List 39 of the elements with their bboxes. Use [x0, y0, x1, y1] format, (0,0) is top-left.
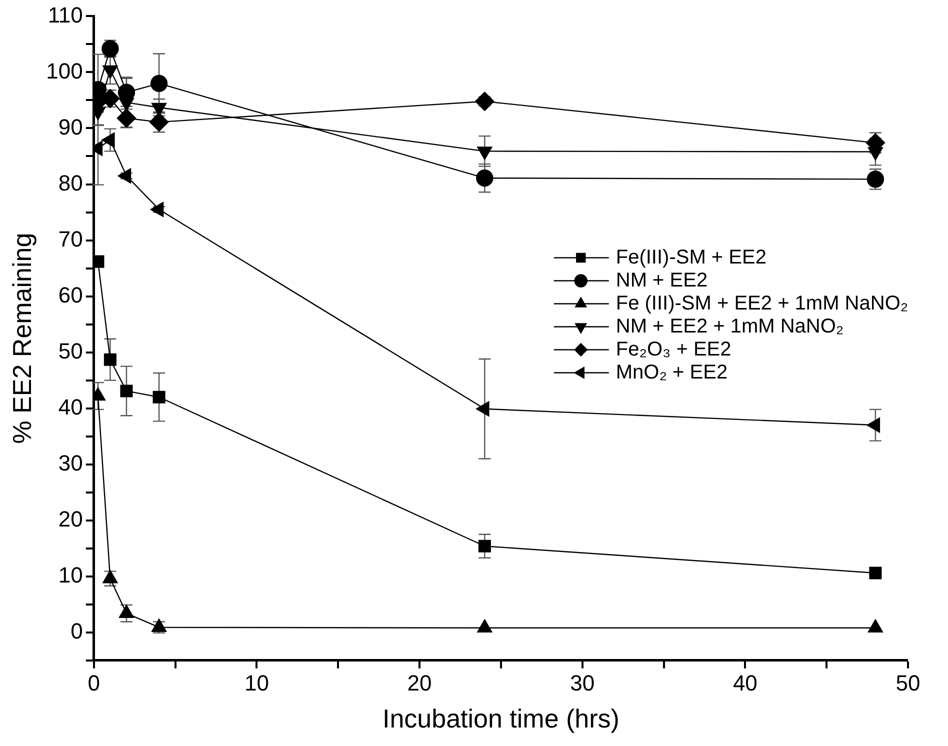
y-tick-label: 30 — [58, 450, 83, 476]
point — [477, 619, 492, 633]
y-tick-label: 0 — [70, 618, 83, 644]
x-tick-label: 0 — [88, 670, 100, 696]
point — [868, 619, 883, 633]
y-tick-label: 20 — [58, 506, 83, 532]
point — [152, 390, 166, 404]
y-axis-title: % EE2 Remaining — [6, 232, 37, 444]
point — [150, 74, 168, 92]
point — [152, 618, 167, 632]
y-tick-label: 60 — [58, 282, 83, 308]
point — [118, 604, 134, 618]
y-tick-label: 50 — [58, 338, 83, 364]
legend-label: NM + EE2 — [616, 269, 708, 292]
x-tick-label: 40 — [732, 670, 758, 696]
x-tick-label: 30 — [570, 670, 595, 696]
legend-label: NM + EE2 + 1mM NaNO₂ — [616, 315, 844, 338]
point — [478, 540, 491, 552]
point — [476, 169, 494, 187]
y-tick-label: 80 — [58, 170, 83, 196]
legend-label: Fe (III)-SM + EE2 + 1mM NaNO₂ — [616, 292, 908, 314]
point — [104, 353, 116, 366]
y-tick-label: 100 — [46, 58, 83, 84]
legend-label: MnO₂ + EE2 — [616, 361, 728, 384]
point — [102, 570, 118, 584]
x-axis-title: Incubation time (hrs) — [382, 704, 620, 734]
legend-label: Fe(III)-SM + EE2 — [616, 246, 766, 268]
x-tick-label: 10 — [244, 670, 269, 696]
point — [869, 566, 882, 580]
x-tick-label: 50 — [896, 670, 920, 696]
y-tick-label: 40 — [58, 394, 83, 420]
x-tick-label: 20 — [407, 670, 432, 696]
y-tick-label: 110 — [48, 2, 83, 28]
y-tick-label: 70 — [58, 226, 83, 252]
y-tick-label: 10 — [58, 562, 83, 588]
point — [120, 384, 133, 398]
point — [475, 92, 494, 111]
y-tick-label: 90 — [58, 114, 83, 140]
legend-label: Fe₂O₃ + EE2 — [616, 338, 732, 360]
